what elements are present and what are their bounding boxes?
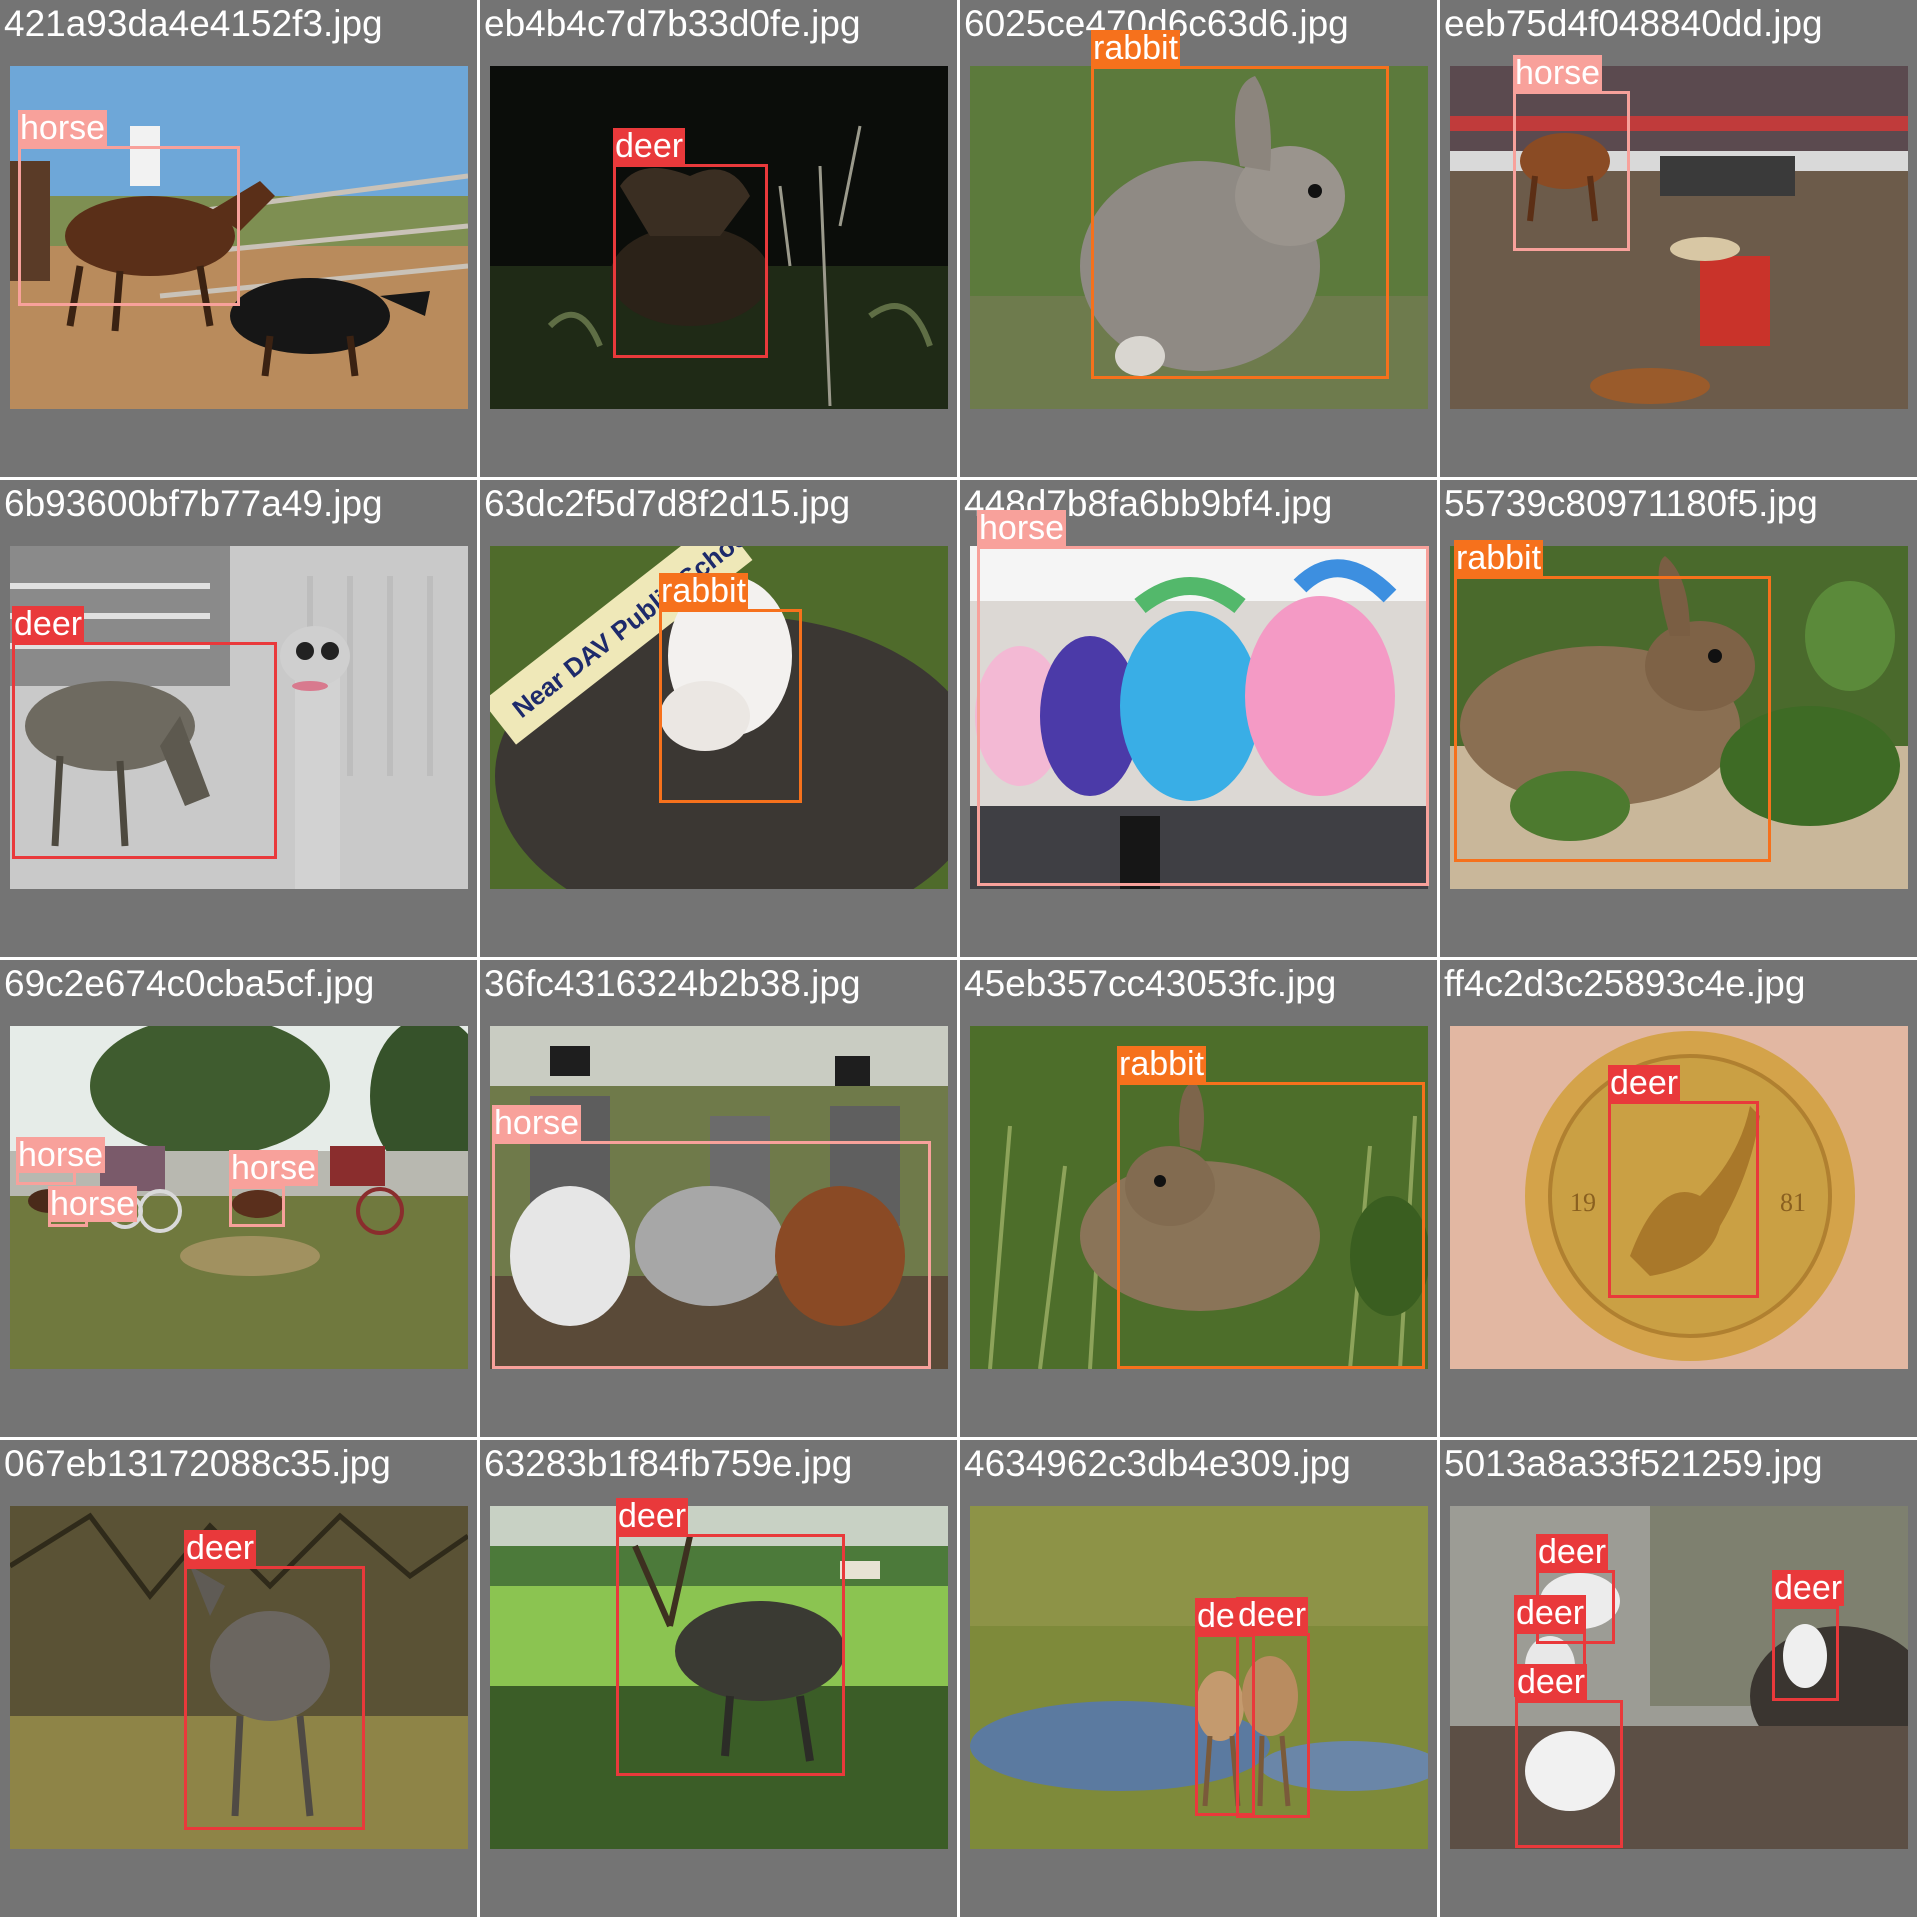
image-tile[interactable]: 36fc4316324b2b38.jpg horse xyxy=(480,960,960,1440)
bounding-box-horse[interactable] xyxy=(977,546,1429,886)
image-tile[interactable]: ff4c2d3c25893c4e.jpg 19 81 deer xyxy=(1440,960,1920,1440)
bounding-box-deer[interactable] xyxy=(1772,1606,1839,1701)
bounding-box-horse[interactable] xyxy=(1513,91,1630,251)
photo xyxy=(490,66,948,409)
bounding-box-deer[interactable] xyxy=(1515,1700,1623,1848)
image-tile[interactable]: 45eb357cc43053fc.jpg rabbit xyxy=(960,960,1440,1440)
detection-label: horse xyxy=(492,1104,582,1142)
detection-label: deer xyxy=(1514,1594,1587,1632)
photo-scene xyxy=(1450,1506,1908,1849)
photo-scene xyxy=(10,66,468,409)
bounding-box-horse[interactable] xyxy=(229,1186,285,1227)
image-filename: 067eb13172088c35.jpg xyxy=(4,1443,391,1484)
image-filename: 69c2e674c0cba5cf.jpg xyxy=(4,963,375,1004)
photo: Near DAV Public School, Mai xyxy=(490,546,948,889)
detection-label: deer xyxy=(1236,1596,1309,1634)
photo-scene xyxy=(10,1026,468,1369)
bounding-box-deer[interactable] xyxy=(1236,1633,1310,1818)
image-tile[interactable]: 6b93600bf7b77a49.jpg deer xyxy=(0,480,480,960)
coin-year-right: 81 xyxy=(1780,1188,1806,1217)
detection-label: horse xyxy=(977,509,1067,547)
bounding-box-horse[interactable] xyxy=(18,146,240,306)
detection-label: horse xyxy=(229,1149,319,1187)
detection-label: deer xyxy=(1608,1064,1681,1102)
photo-scene xyxy=(970,546,1428,889)
image-filename: 6b93600bf7b77a49.jpg xyxy=(4,483,383,524)
detection-label: deer xyxy=(616,1497,689,1535)
bounding-box-deer[interactable] xyxy=(12,642,277,859)
image-tile[interactable]: eb4b4c7d7b33d0fe.jpg deer xyxy=(480,0,960,480)
detection-label: rabbit xyxy=(1117,1045,1207,1083)
bounding-box-deer[interactable] xyxy=(616,1534,845,1776)
image-filename: 421a93da4e4152f3.jpg xyxy=(4,3,383,44)
bounding-box-deer[interactable] xyxy=(613,164,768,358)
detection-label: horse xyxy=(48,1185,138,1223)
image-tile[interactable]: 69c2e674c0cba5cf.jpg horse horse horse xyxy=(0,960,480,1440)
bounding-box-rabbit[interactable] xyxy=(1091,66,1389,379)
detection-label: horse xyxy=(1513,54,1603,92)
photo-scene xyxy=(10,546,468,889)
detection-label: deer xyxy=(1515,1663,1588,1701)
bounding-box-rabbit[interactable] xyxy=(659,609,802,803)
image-filename: ff4c2d3c25893c4e.jpg xyxy=(1444,963,1806,1004)
photo-scene xyxy=(1450,66,1908,409)
photo xyxy=(1450,66,1908,409)
detection-label: deer xyxy=(1772,1569,1845,1607)
photo-scene xyxy=(490,1026,948,1369)
image-tile[interactable]: 63dc2f5d7d8f2d15.jpg Near DAV Public Scho… xyxy=(480,480,960,960)
photo-scene xyxy=(970,66,1428,409)
photo-scene: 19 81 xyxy=(1450,1026,1908,1369)
image-filename: 63dc2f5d7d8f2d15.jpg xyxy=(484,483,851,524)
bounding-box-deer[interactable] xyxy=(1195,1634,1255,1816)
detection-label: deer xyxy=(1536,1533,1609,1571)
detection-label: horse xyxy=(16,1136,106,1174)
image-filename: 4634962c3db4e309.jpg xyxy=(964,1443,1351,1484)
detection-label: rabbit xyxy=(1454,539,1544,577)
detection-label: horse xyxy=(18,109,108,147)
photo xyxy=(10,1026,468,1369)
image-filename: 63283b1f84fb759e.jpg xyxy=(484,1443,853,1484)
detection-label: deer xyxy=(184,1529,257,1567)
bounding-box-rabbit[interactable] xyxy=(1117,1082,1425,1369)
bounding-box-horse[interactable] xyxy=(492,1141,931,1369)
photo xyxy=(970,66,1428,409)
image-tile[interactable]: 5013a8a33f521259.jpg deer deer deer deer xyxy=(1440,1440,1920,1920)
image-tile[interactable]: 6025ce470d6c63d6.jpg rabbit xyxy=(960,0,1440,480)
image-filename: 5013a8a33f521259.jpg xyxy=(1444,1443,1823,1484)
photo xyxy=(490,1026,948,1369)
detection-label: rabbit xyxy=(1091,29,1181,67)
detection-label: rabbit xyxy=(659,572,749,610)
photo-scene xyxy=(490,66,948,409)
photo xyxy=(1450,546,1908,889)
image-tile[interactable]: 4634962c3db4e309.jpg deer deer xyxy=(960,1440,1440,1920)
image-filename: eb4b4c7d7b33d0fe.jpg xyxy=(484,3,861,44)
photo: 19 81 xyxy=(1450,1026,1908,1369)
image-tile[interactable]: 55739c80971180f5.jpg rabbit xyxy=(1440,480,1920,960)
image-filename: eeb75d4f048840dd.jpg xyxy=(1444,3,1823,44)
image-tile[interactable]: 448d7b8fa6bb9bf4.jpg horse xyxy=(960,480,1440,960)
detection-label: deer xyxy=(12,605,85,643)
photo-scene: Near DAV Public School, Mai xyxy=(490,546,948,889)
image-filename: 55739c80971180f5.jpg xyxy=(1444,483,1818,524)
bounding-box-deer[interactable] xyxy=(184,1566,365,1830)
image-tile[interactable]: 63283b1f84fb759e.jpg deer xyxy=(480,1440,960,1920)
photo xyxy=(970,546,1428,889)
image-filename: 36fc4316324b2b38.jpg xyxy=(484,963,861,1004)
coin-year-left: 19 xyxy=(1570,1188,1596,1217)
image-tile[interactable]: 421a93da4e4152f3.jpg horse xyxy=(0,0,480,480)
bounding-box-deer[interactable] xyxy=(1608,1101,1759,1298)
image-tile[interactable]: 067eb13172088c35.jpg deer xyxy=(0,1440,480,1920)
photo xyxy=(10,66,468,409)
detection-label: deer xyxy=(613,127,686,165)
photo xyxy=(1450,1506,1908,1849)
image-tile[interactable]: eeb75d4f048840dd.jpg horse xyxy=(1440,0,1920,480)
bounding-box-rabbit[interactable] xyxy=(1454,576,1771,862)
image-filename: 45eb357cc43053fc.jpg xyxy=(964,963,1337,1004)
photo-scene xyxy=(1450,546,1908,889)
photo xyxy=(10,546,468,889)
